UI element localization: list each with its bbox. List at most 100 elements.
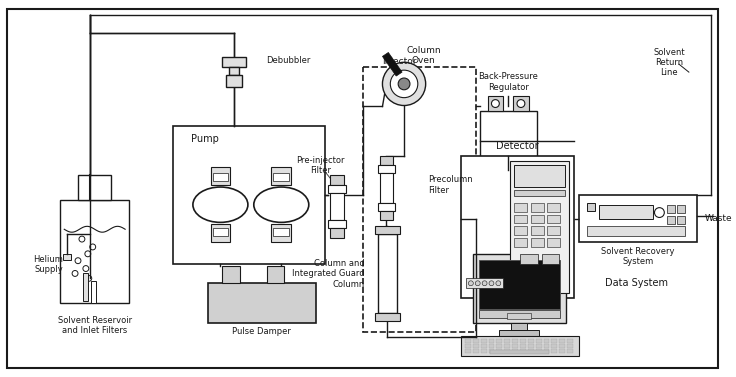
Bar [473, 254, 566, 323]
Bar [378, 234, 397, 313]
Bar [499, 330, 539, 336]
Bar [677, 216, 685, 224]
Circle shape [383, 62, 425, 106]
Text: Solvent Recovery
System: Solvent Recovery System [601, 247, 675, 266]
Bar [465, 344, 471, 348]
Text: Data System: Data System [606, 278, 668, 288]
Bar [520, 339, 526, 343]
Bar [91, 281, 96, 303]
Bar [513, 96, 528, 112]
Circle shape [492, 100, 499, 107]
Bar [559, 339, 565, 343]
Bar [514, 215, 527, 223]
Bar [60, 200, 129, 303]
Circle shape [496, 281, 500, 286]
Bar [668, 216, 675, 224]
Ellipse shape [193, 187, 248, 222]
Bar [587, 203, 595, 211]
Bar [504, 344, 510, 348]
Bar [520, 254, 537, 264]
Bar [511, 323, 527, 330]
Text: Column
Oven: Column Oven [406, 46, 441, 65]
Bar [496, 349, 502, 353]
Bar [480, 112, 537, 170]
Bar [514, 226, 527, 235]
Bar [548, 226, 560, 235]
Bar [531, 226, 543, 235]
Bar [461, 156, 574, 298]
Bar [481, 339, 486, 343]
Bar [542, 254, 559, 264]
Bar [528, 349, 534, 353]
Text: Pump: Pump [191, 134, 219, 144]
Circle shape [517, 100, 525, 107]
Circle shape [482, 281, 487, 286]
Text: Debubbler: Debubbler [266, 56, 311, 65]
Bar [173, 126, 325, 264]
Bar [528, 344, 534, 348]
Bar [375, 226, 400, 234]
Bar [543, 339, 549, 343]
Bar [504, 349, 510, 353]
Bar [78, 175, 111, 200]
Text: Solvent Reservoir
and Inlet Filters: Solvent Reservoir and Inlet Filters [57, 316, 132, 335]
Circle shape [475, 281, 480, 286]
Bar [677, 205, 685, 213]
Text: Pre-injector
Filter: Pre-injector Filter [297, 156, 345, 175]
Bar [266, 265, 284, 283]
Bar [512, 344, 518, 348]
Bar [496, 339, 502, 343]
Bar [229, 67, 239, 75]
Bar [490, 350, 549, 354]
Bar [380, 156, 393, 166]
Circle shape [390, 70, 418, 98]
Bar [274, 173, 289, 181]
Bar [328, 221, 346, 228]
Bar [380, 211, 393, 221]
Bar [536, 349, 542, 353]
Text: Solvent
Return
Line: Solvent Return Line [654, 48, 685, 77]
Bar [504, 339, 510, 343]
Bar [465, 339, 471, 343]
Bar [473, 349, 478, 353]
Bar [222, 57, 246, 67]
Bar [531, 203, 543, 211]
Bar [473, 344, 478, 348]
Circle shape [489, 281, 494, 286]
Bar [208, 283, 316, 323]
Bar [487, 96, 503, 112]
Bar [489, 339, 495, 343]
Text: Pulse Damper: Pulse Damper [233, 328, 291, 336]
Bar [514, 203, 527, 211]
Bar [512, 349, 518, 353]
Bar [83, 273, 88, 301]
Bar [328, 185, 346, 193]
Bar [210, 224, 230, 242]
Bar [543, 344, 549, 348]
Bar [222, 265, 240, 283]
Bar [210, 167, 230, 185]
Bar [567, 344, 573, 348]
Bar [520, 344, 526, 348]
Bar [559, 344, 565, 348]
Bar [226, 75, 242, 87]
Bar [520, 349, 526, 353]
Bar [548, 215, 560, 223]
Text: Waste: Waste [704, 214, 732, 223]
Bar [213, 173, 228, 181]
Bar [213, 228, 228, 236]
Bar [548, 203, 560, 211]
Bar [668, 205, 675, 213]
Bar [481, 349, 486, 353]
Bar [598, 205, 653, 219]
Text: Precolumn
Filter: Precolumn Filter [428, 175, 473, 195]
Bar [551, 339, 557, 343]
Text: Back-Pressure
Regulator: Back-Pressure Regulator [478, 72, 538, 92]
Bar [531, 238, 543, 247]
Bar [489, 344, 495, 348]
Bar [63, 254, 71, 260]
Bar [567, 339, 573, 343]
Bar [512, 339, 518, 343]
Bar [510, 161, 569, 293]
Text: Injector: Injector [382, 57, 417, 66]
